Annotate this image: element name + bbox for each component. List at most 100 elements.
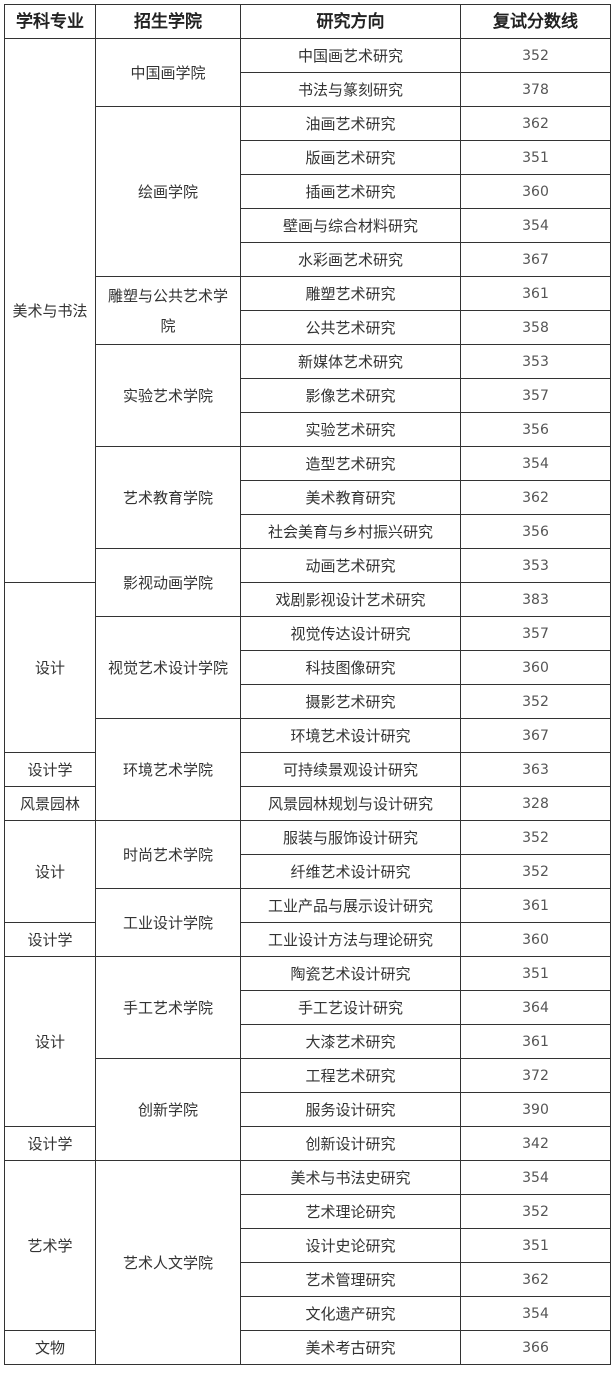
score-cell: 360 [460,650,611,685]
score-cell: 364 [460,990,611,1025]
score-cell: 353 [460,548,611,583]
score-cell: 378 [460,72,611,107]
direction-cell: 书法与篆刻研究 [240,72,461,107]
college-cell: 创新学院 [95,1058,241,1161]
table-row: 科技图像研究 360 [5,650,611,685]
direction-cell: 服务设计研究 [240,1092,461,1127]
score-cell: 383 [460,582,611,617]
score-cell: 354 [460,1160,611,1195]
direction-cell: 雕塑艺术研究 [240,276,461,311]
score-cell: 352 [460,38,611,73]
score-cell: 354 [460,446,611,481]
header-row: 学科专业 招生学院 研究方向 复试分数线 [4,4,611,39]
college-cell: 中国画学院 [95,38,241,107]
header-direction: 研究方向 [240,4,461,39]
direction-cell: 摄影艺术研究 [240,684,461,719]
direction-cell: 工业产品与展示设计研究 [240,888,461,923]
direction-cell: 工业设计方法与理论研究 [240,922,461,957]
direction-cell: 创新设计研究 [240,1126,461,1161]
table-row: 绘画学院 油画艺术研究 362 [5,106,611,277]
college-cell: 雕塑与公共艺术学院 [95,276,241,345]
direction-cell: 美术教育研究 [240,480,461,515]
table-row: 影像艺术研究 357 [5,378,611,413]
table-row: 艺术学 艺术人文学院 美术与书法史研究 354 [4,1160,611,1365]
table-row: 视觉艺术设计学院 视觉传达设计研究 357 [5,616,611,719]
score-cell: 328 [460,786,611,821]
table-row: 文物 美术考古研究 366 [4,1330,611,1365]
table-row: 摄影艺术研究 352 [5,684,611,719]
score-cell: 367 [460,718,611,753]
college-cell: 环境艺术学院 [95,718,241,821]
direction-cell: 社会美育与乡村振兴研究 [240,514,461,549]
score-cell: 356 [460,412,611,447]
direction-cell: 造型艺术研究 [240,446,461,481]
score-cell: 361 [460,1024,611,1059]
direction-cell: 实验艺术研究 [240,412,461,447]
table-row: 实验艺术学院 新媒体艺术研究 353 [5,344,611,447]
direction-cell: 文化遗产研究 [240,1296,461,1331]
score-cell: 362 [460,480,611,515]
score-cell: 353 [460,344,611,379]
direction-cell: 视觉传达设计研究 [240,616,461,651]
college-cell: 视觉艺术设计学院 [95,616,241,719]
table-row: 设计 手工艺术学院 陶瓷艺术设计研究 351 [4,956,611,1127]
college-cell: 影视动画学院 [95,548,241,617]
header-score: 复试分数线 [460,4,611,39]
score-cell: 352 [460,684,611,719]
major-cell: 设计 [4,582,96,753]
score-cell: 360 [460,174,611,209]
header-college: 招生学院 [95,4,241,39]
score-cell: 361 [460,276,611,311]
table-row: 版画艺术研究 351 [5,140,611,175]
direction-cell: 影像艺术研究 [240,378,461,413]
direction-cell: 陶瓷艺术设计研究 [240,956,461,991]
table-row: 水彩画艺术研究 367 [5,242,611,277]
table-row: 创新学院 工程艺术研究 372 [5,1058,611,1161]
table-row: 美术教育研究 362 [5,480,611,515]
college-cell: 实验艺术学院 [95,344,241,447]
table-row: 手工艺设计研究 364 [5,990,611,1025]
score-cell: 367 [460,242,611,277]
college-cell: 绘画学院 [95,106,241,277]
score-cell: 358 [460,310,611,345]
table-row: 插画艺术研究 360 [5,174,611,209]
major-cell: 设计学 [4,922,96,957]
table-row: 艺术教育学院 造型艺术研究 354 [5,446,611,549]
table-row: 设计 时尚艺术学院 服装与服饰设计研究 352 [4,820,611,923]
score-cell: 357 [460,378,611,413]
score-cell: 366 [460,1330,611,1365]
score-cell: 342 [460,1126,611,1161]
direction-cell: 中国画艺术研究 [240,38,461,73]
direction-cell: 纤维艺术设计研究 [240,854,461,889]
major-cell: 文物 [4,1330,96,1365]
score-cell: 361 [460,888,611,923]
direction-cell: 工程艺术研究 [240,1058,461,1093]
table-row: 书法与篆刻研究 378 [5,72,611,107]
direction-cell: 艺术管理研究 [240,1262,461,1297]
table-row: 社会美育与乡村振兴研究 356 [5,514,611,549]
college-cell: 工业设计学院 [95,888,241,957]
table-row: 艺术理论研究 352 [5,1194,611,1229]
score-cell: 372 [460,1058,611,1093]
table-row: 纤维艺术设计研究 352 [5,854,611,889]
score-table: 学科专业 招生学院 研究方向 复试分数线 美术与书法 中国画学院 中国画艺术研究 35… [4,4,611,1365]
score-cell: 362 [460,1262,611,1297]
score-cell: 357 [460,616,611,651]
major-cell: 艺术学 [4,1160,96,1331]
direction-cell: 新媒体艺术研究 [240,344,461,379]
direction-cell: 美术与书法史研究 [240,1160,461,1195]
direction-cell: 服装与服饰设计研究 [240,820,461,855]
direction-cell: 水彩画艺术研究 [240,242,461,277]
table-row: 实验艺术研究 356 [5,412,611,447]
major-cell: 设计 [4,820,96,923]
direction-cell: 版画艺术研究 [240,140,461,175]
score-cell: 352 [460,854,611,889]
direction-cell: 大漆艺术研究 [240,1024,461,1059]
direction-cell: 艺术理论研究 [240,1194,461,1229]
score-cell: 360 [460,922,611,957]
college-cell: 时尚艺术学院 [95,820,241,889]
score-cell: 351 [460,140,611,175]
table-row: 美术与书法 中国画学院 中国画艺术研究 352 [4,38,611,583]
score-cell: 351 [460,1228,611,1263]
major-cell: 设计 [4,956,96,1127]
